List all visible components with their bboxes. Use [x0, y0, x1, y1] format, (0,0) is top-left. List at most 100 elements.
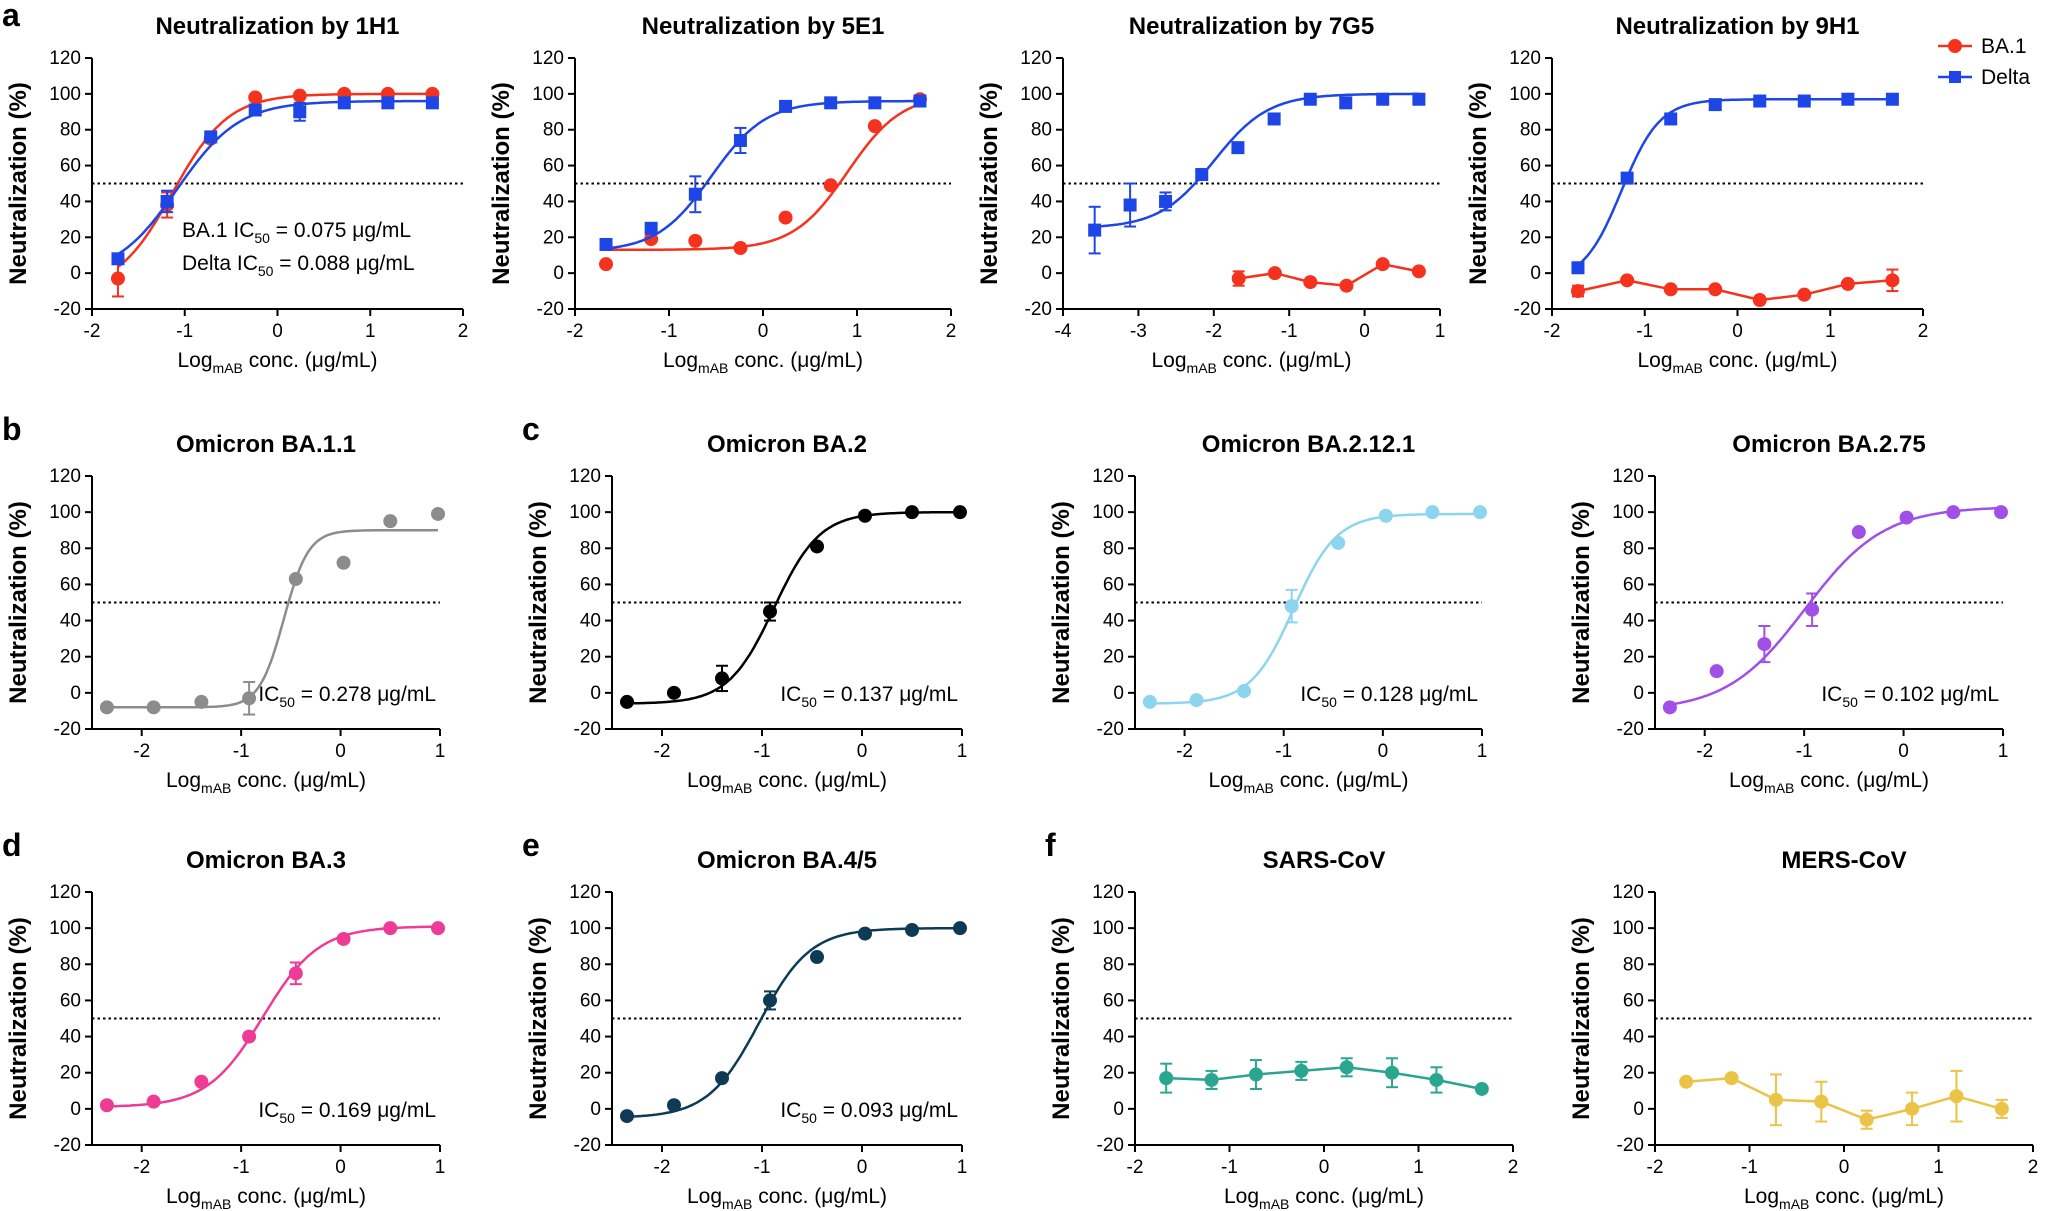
data-point	[599, 257, 614, 272]
data-point	[431, 506, 446, 521]
series-BA.2	[620, 505, 967, 709]
data-point	[1267, 112, 1281, 126]
data-point	[1662, 700, 1677, 715]
fit-curve	[627, 510, 960, 705]
x-tick-label: 1	[957, 741, 968, 762]
x-axis-label-sub: mAB	[1673, 360, 1703, 376]
chart-title: Omicron BA.2	[707, 431, 867, 458]
panel-letter-b: b	[2, 411, 22, 447]
series-Delta	[599, 94, 927, 251]
y-tick-label: -20	[1097, 1135, 1124, 1156]
y-tick-label: 0	[70, 1099, 81, 1120]
x-tick-label: -2	[84, 321, 101, 342]
x-tick-label: 0	[1319, 1157, 1330, 1178]
y-axis-label: Neutralization (%)	[488, 82, 515, 285]
series-BA.1	[599, 92, 927, 272]
panel-letter-c: c	[522, 411, 540, 447]
data-point	[1994, 1101, 2009, 1116]
data-point	[1339, 96, 1353, 110]
y-tick-label: 40	[580, 611, 601, 632]
y-tick-label: 0	[1530, 263, 1541, 284]
chart-title: SARS-CoV	[1263, 847, 1386, 874]
x-axis-label-rest: conc. (μg/mL)	[1289, 1185, 1424, 1208]
panels: Neutralization by 1H1 Neutralization (%) -…	[5, 13, 2038, 1211]
data-point	[1768, 1092, 1783, 1107]
data-point	[733, 241, 748, 256]
x-axis-label: LogmAB conc. (μg/mL)	[1729, 769, 1929, 796]
legend-marker-delta	[1949, 71, 1961, 83]
y-tick-label: 120	[49, 466, 81, 487]
y-tick-label: 20	[580, 647, 601, 668]
x-axis-label: LogmAB conc. (μg/mL)	[166, 769, 366, 796]
data-point	[1570, 284, 1585, 299]
data-point	[1425, 505, 1440, 520]
ic50-main: IC	[258, 683, 279, 706]
chart-1: Neutralization by 5E1 Neutralization (%) -…	[488, 13, 956, 376]
x-axis-label-main: Log	[1208, 769, 1243, 792]
y-tick-label: 60	[580, 574, 601, 595]
data-point	[110, 271, 125, 286]
data-point	[953, 505, 967, 520]
x-tick-label: -3	[1130, 321, 1147, 342]
data-point	[1412, 92, 1426, 106]
chart-title: Omicron BA.2.12.1	[1202, 431, 1415, 458]
x-axis-label-sub: mAB	[1187, 360, 1217, 376]
data-point	[733, 133, 747, 147]
chart-0: Neutralization by 1H1 Neutralization (%) -…	[5, 13, 468, 376]
x-axis-label: LogmAB conc. (μg/mL)	[1208, 769, 1408, 796]
x-axis-label-rest: conc. (μg/mL)	[231, 769, 366, 792]
y-tick-label: 80	[1031, 120, 1052, 141]
data-point	[1752, 293, 1767, 308]
ic50-sub: 50	[1842, 694, 1858, 710]
x-tick-label: 0	[272, 321, 283, 342]
ic50-main: IC	[237, 252, 258, 275]
y-tick-label: 60	[1103, 574, 1124, 595]
y-tick-label: 60	[60, 990, 81, 1011]
y-tick-label: 20	[1623, 1063, 1644, 1084]
y-tick-label: 100	[569, 502, 601, 523]
data-point	[383, 514, 398, 529]
data-point	[913, 94, 927, 108]
y-tick-label: 60	[1623, 990, 1644, 1011]
y-tick-label: 80	[1103, 538, 1124, 559]
data-point	[1189, 693, 1204, 708]
data-point	[146, 1094, 161, 1109]
x-axis-label-rest: conc. (μg/mL)	[1274, 769, 1409, 792]
ic50-main: IC	[1821, 683, 1842, 706]
y-tick-label: 0	[590, 1099, 601, 1120]
data-point	[1411, 264, 1426, 279]
y-tick-label: 80	[1520, 120, 1541, 141]
x-tick-label: 2	[1508, 1157, 1519, 1178]
data-point	[1859, 1112, 1874, 1127]
data-point	[1231, 141, 1245, 155]
y-tick-label: 120	[49, 48, 81, 69]
data-point	[1899, 510, 1914, 525]
data-point	[1331, 535, 1346, 550]
ic50-sub: 50	[254, 230, 270, 246]
fit-curve	[605, 99, 920, 250]
x-tick-label: 2	[458, 321, 469, 342]
ic50-main: IC	[258, 1099, 279, 1122]
y-tick-label: 0	[1041, 263, 1052, 284]
ic50-annotation: IC50 = 0.128 μg/mL	[1300, 683, 1478, 710]
x-tick-label: 2	[2028, 1157, 2039, 1178]
ic50-main: IC	[1300, 683, 1321, 706]
series-BA.1.1	[99, 506, 446, 716]
x-axis-label-main: Log	[1637, 349, 1672, 372]
y-tick-label: 120	[532, 48, 564, 69]
y-tick-label: 120	[1612, 882, 1644, 903]
y-tick-label: -20	[54, 299, 81, 320]
data-point	[644, 221, 658, 235]
series-Delta	[111, 96, 439, 266]
y-tick-label: 20	[1103, 647, 1124, 668]
series-MERS-CoV	[1679, 1069, 2009, 1130]
y-tick-label: 40	[580, 1027, 601, 1048]
y-tick-label: 100	[1092, 502, 1124, 523]
fit-curve	[1669, 506, 2002, 706]
data-point	[1679, 1074, 1694, 1089]
y-tick-label: 20	[60, 647, 81, 668]
ic50-sub: 50	[279, 694, 295, 710]
data-point	[1757, 637, 1772, 652]
y-tick-label: 100	[1612, 502, 1644, 523]
